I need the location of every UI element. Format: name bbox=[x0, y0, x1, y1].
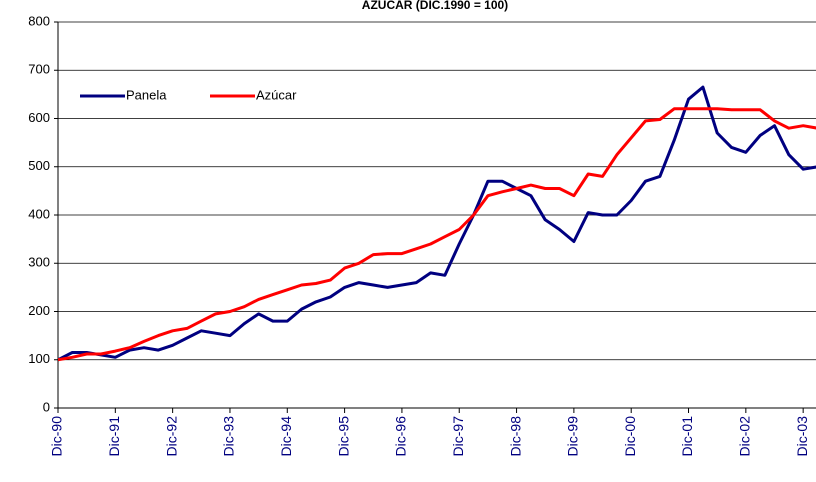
x-tick-label: Dic-95 bbox=[335, 416, 351, 457]
x-tick-label: Dic-97 bbox=[450, 416, 466, 457]
chart-title: AZÚCAR (DIC.1990 = 100) bbox=[362, 0, 508, 12]
x-tick-label: Dic-01 bbox=[679, 416, 695, 457]
x-tick-label: Dic-00 bbox=[622, 416, 638, 457]
series-line bbox=[58, 107, 816, 362]
series-line bbox=[58, 85, 816, 362]
y-tick-label: 500 bbox=[28, 158, 50, 173]
x-tick-label: Dic-96 bbox=[393, 416, 409, 457]
x-tick-label: Dic-98 bbox=[507, 416, 523, 457]
y-tick-label: 400 bbox=[28, 206, 50, 221]
y-tick-label: 0 bbox=[43, 399, 50, 414]
x-tick-label: Dic-90 bbox=[49, 416, 65, 457]
y-tick-label: 100 bbox=[28, 351, 50, 366]
y-tick-label: 600 bbox=[28, 110, 50, 125]
x-tick-label: Dic-03 bbox=[794, 416, 810, 457]
y-tick-label: 700 bbox=[28, 62, 50, 77]
x-tick-label: Dic-99 bbox=[565, 416, 581, 457]
y-tick-label: 300 bbox=[28, 255, 50, 270]
y-tick-label: 800 bbox=[28, 13, 50, 28]
legend-label: Azúcar bbox=[256, 87, 297, 102]
x-tick-label: Dic-02 bbox=[737, 416, 753, 457]
y-tick-label: 200 bbox=[28, 303, 50, 318]
legend-label: Panela bbox=[126, 87, 167, 102]
x-tick-label: Dic-92 bbox=[163, 416, 179, 457]
x-tick-label: Dic-91 bbox=[106, 416, 122, 457]
x-tick-label: Dic-94 bbox=[278, 416, 294, 457]
x-tick-label: Dic-93 bbox=[221, 416, 237, 457]
